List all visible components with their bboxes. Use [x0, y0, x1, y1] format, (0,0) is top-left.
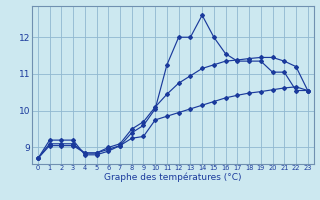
X-axis label: Graphe des températures (°C): Graphe des températures (°C) [104, 173, 242, 182]
